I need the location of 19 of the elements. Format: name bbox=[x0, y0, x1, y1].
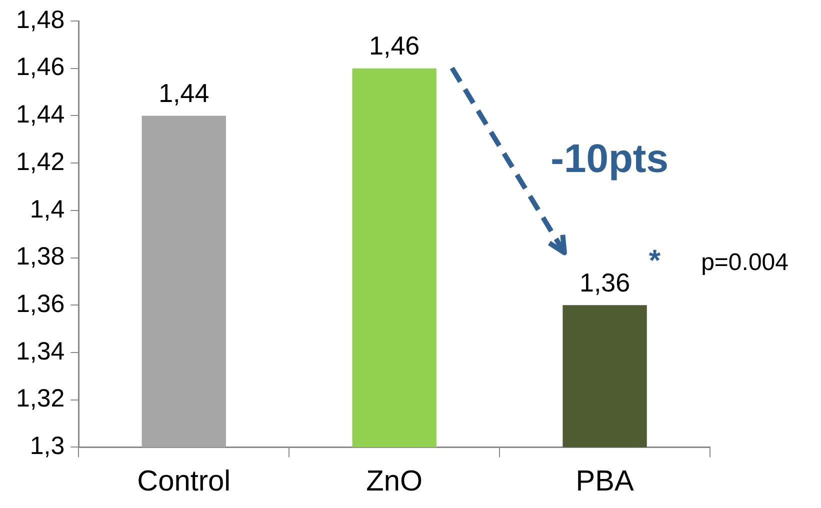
y-tick-label: 1,48 bbox=[16, 6, 65, 34]
x-tick-label: Control bbox=[137, 466, 231, 498]
y-tick-label: 1,32 bbox=[16, 384, 65, 413]
y-tick-label: 1,4 bbox=[30, 195, 65, 224]
x-tick-label: ZnO bbox=[366, 466, 423, 498]
y-tick-label: 1,44 bbox=[16, 100, 65, 129]
annotation: * bbox=[648, 244, 661, 278]
y-tick-label: 1,46 bbox=[16, 53, 65, 82]
data-label: 1,36 bbox=[579, 267, 630, 298]
y-tick-label: 1,42 bbox=[16, 148, 65, 176]
y-tick-label: 1,36 bbox=[16, 290, 65, 318]
data-label: 1,46 bbox=[369, 30, 420, 61]
x-tick-label: PBA bbox=[576, 466, 634, 498]
y-tick-label: 1,34 bbox=[16, 337, 65, 366]
annotation: p=0.004 bbox=[701, 248, 788, 276]
data-label: 1,44 bbox=[158, 78, 210, 108]
y-tick-label: 1,38 bbox=[16, 242, 65, 271]
annotation: -10pts bbox=[550, 137, 668, 182]
y-tick-label: 1,3 bbox=[30, 432, 65, 460]
